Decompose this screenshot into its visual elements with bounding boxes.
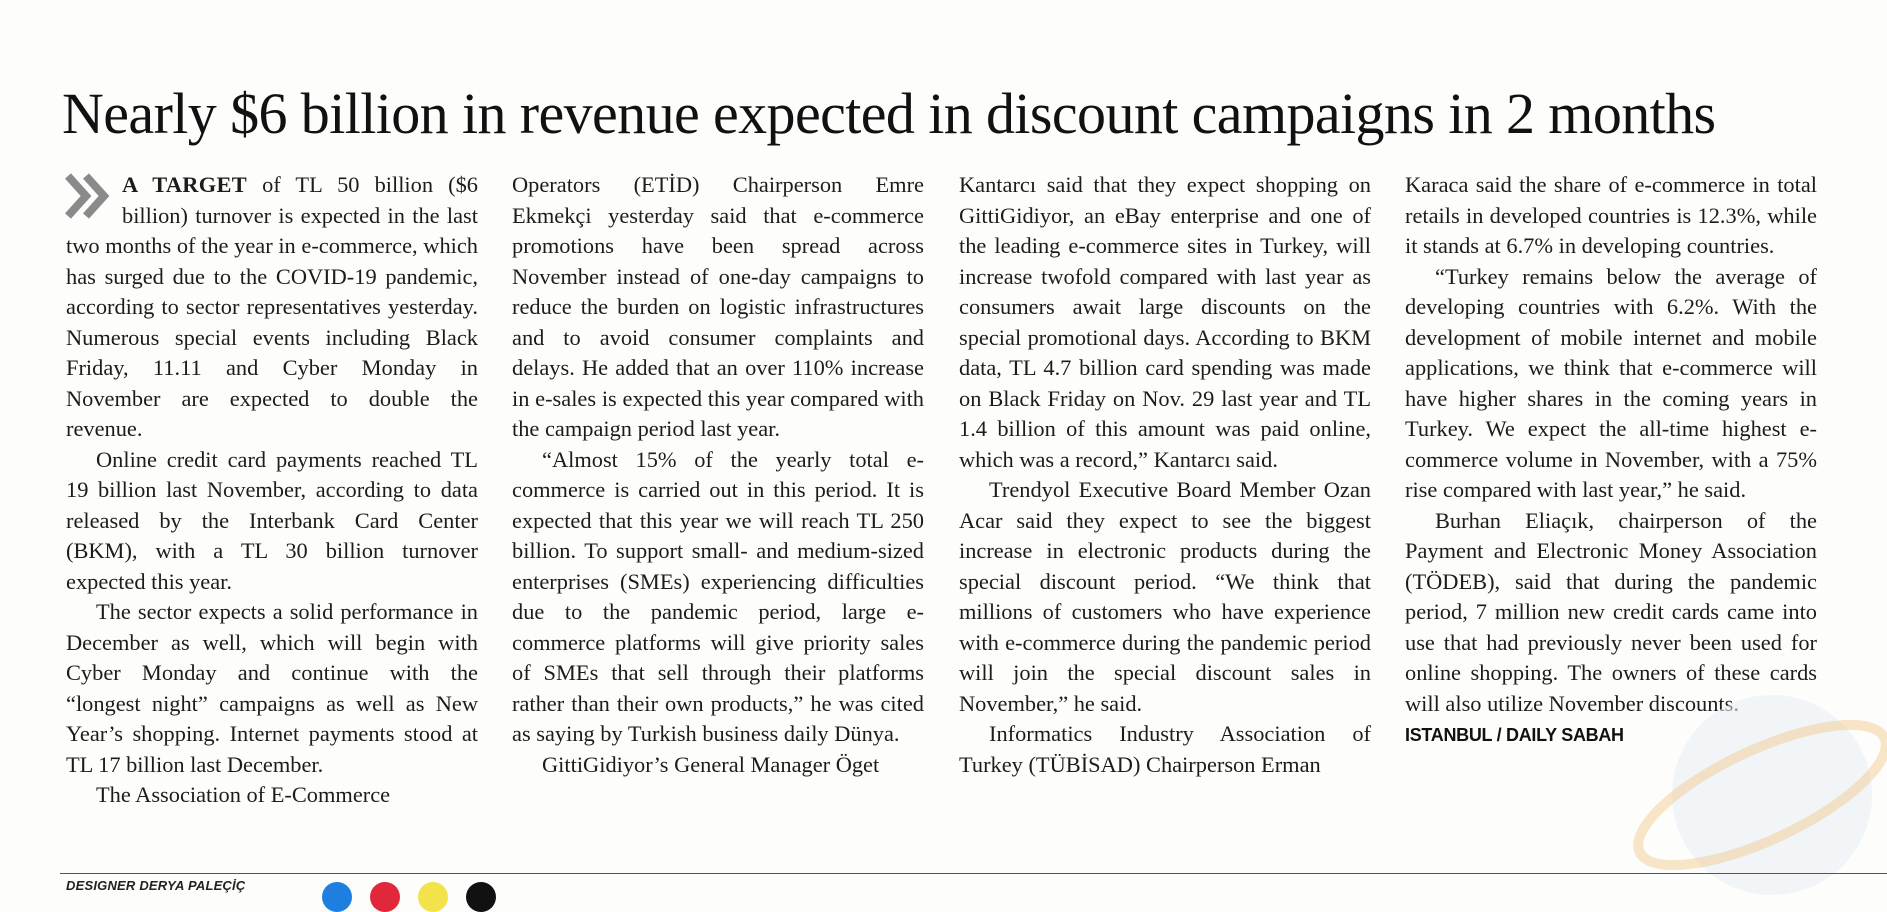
registration-dot-cyan <box>322 882 352 912</box>
paragraph: “Almost 15% of the yearly total e-commer… <box>512 446 924 747</box>
registration-dot-yellow <box>418 882 448 912</box>
article-column-2: Operators (ETİD) Chairperson Emre Ekmekç… <box>512 170 924 780</box>
footer-rule <box>60 873 1887 874</box>
paragraph: GittiGidiyor’s General Manager Öget <box>542 751 880 777</box>
byline-signature: ISTANBUL / DAILY SABAH <box>1405 725 1624 745</box>
designer-credit: DESIGNER DERYA PALEÇİÇ <box>66 878 246 893</box>
registration-dot-black <box>466 882 496 912</box>
paragraph: The sector expects a solid performance i… <box>66 599 478 777</box>
watermark-globe-icon <box>1633 695 1887 895</box>
paragraph: Operators (ETİD) Chairperson Emre Ekmekç… <box>512 172 924 441</box>
article-column-3: Kantarcı said that they expect shopping … <box>959 170 1371 780</box>
paragraph: Online credit card payments reached TL 1… <box>66 446 478 594</box>
headline: Nearly $6 billion in revenue expected in… <box>62 81 1716 146</box>
registration-marks <box>322 882 502 912</box>
lead-in: A TARGET <box>122 172 247 197</box>
paragraph: Informatics Industry Association of Turk… <box>959 721 1371 777</box>
paragraph: Burhan Eliaçık, chairperson of the Payme… <box>1405 507 1817 716</box>
paragraph: Trendyol Executive Board Member Ozan Aca… <box>959 477 1371 716</box>
paragraph: Kantarcı said that they expect shopping … <box>959 172 1371 472</box>
double-chevron-icon <box>65 173 110 219</box>
registration-dot-magenta <box>370 882 400 912</box>
article-column-1: A TARGET of TL 50 billion ($6 billion) t… <box>65 170 478 811</box>
article-column-4: Karaca said the share of e-commerce in t… <box>1405 170 1817 747</box>
paragraph: The Association of E-Commerce <box>96 782 391 807</box>
paragraph: “Turkey remains below the average of dev… <box>1405 263 1817 503</box>
paragraph-text: of TL 50 billion ($6 billion) turnover i… <box>66 172 478 441</box>
paragraph: A TARGET of TL 50 billion ($6 billion) t… <box>65 170 478 445</box>
paragraph: Karaca said the share of e-commerce in t… <box>1405 172 1817 258</box>
